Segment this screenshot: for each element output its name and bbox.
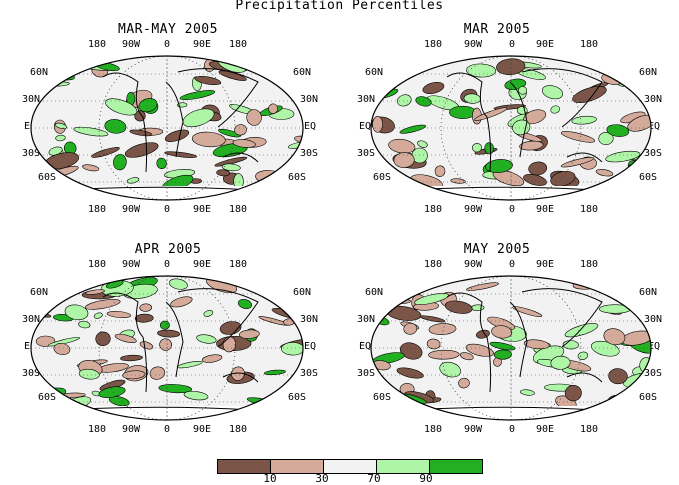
anomaly-region — [43, 61, 67, 74]
anomaly-region — [270, 398, 299, 409]
precipitation-map — [18, 242, 318, 442]
map-panel-may: MAY 2005 180 90W 0 90E 180 180 90W 0 90E… — [347, 242, 667, 462]
legend-tick-label: 10 — [263, 472, 276, 485]
anomaly-region — [281, 342, 304, 355]
lat-label: EQ — [648, 121, 678, 132]
anomaly-region — [267, 57, 299, 72]
anomaly-region — [471, 305, 484, 311]
legend-tick-label: 30 — [315, 472, 328, 485]
anomaly-region — [599, 305, 631, 314]
anomaly-region — [140, 304, 152, 312]
lat-label: 30N — [644, 94, 674, 105]
anomaly-region — [628, 298, 659, 314]
anomaly-region — [428, 350, 459, 360]
anomaly-region — [518, 86, 527, 94]
anomaly-region — [285, 295, 297, 307]
lat-label: 30S — [644, 368, 674, 379]
anomaly-region — [494, 350, 512, 360]
anomaly-region — [41, 67, 75, 82]
legend-tick-labels: 10 30 70 90 — [0, 472, 679, 484]
anomaly-region — [17, 387, 46, 397]
lat-label: 30S — [644, 148, 674, 159]
map-panel-mar-may: MAR-MAY 2005 180 90W 0 90E 180 180 90W 0… — [18, 22, 338, 242]
precipitation-map — [347, 22, 647, 222]
anomaly-region — [32, 385, 67, 403]
anomaly-region — [29, 297, 44, 311]
map-panel-apr: APR 2005 180 90W 0 90E 180 180 90W 0 90E… — [18, 242, 338, 462]
anomaly-region — [160, 321, 170, 329]
anomaly-region — [24, 386, 42, 396]
lat-label: 30N — [644, 314, 674, 325]
anomaly-region — [295, 162, 309, 178]
lat-label: EQ — [648, 341, 678, 352]
map-panel-mar: MAR 2005 180 90W 0 90E 180 180 90W 0 90E… — [347, 22, 667, 242]
anomaly-region — [370, 75, 395, 89]
precipitation-map — [18, 22, 318, 222]
anomaly-region — [373, 289, 388, 301]
legend-tick-label: 70 — [367, 472, 380, 485]
anomaly-region — [275, 284, 297, 299]
anomaly-region — [638, 294, 649, 300]
anomaly-region — [374, 58, 385, 72]
anomaly-region — [255, 169, 286, 186]
anomaly-region — [372, 116, 382, 132]
legend-tick-label: 90 — [419, 472, 432, 485]
anomaly-region — [449, 106, 476, 118]
anomaly-region — [609, 58, 629, 72]
precipitation-map — [347, 242, 647, 442]
anomaly-region — [635, 82, 649, 97]
main-title: Precipitation Percentiles — [0, 0, 679, 13]
